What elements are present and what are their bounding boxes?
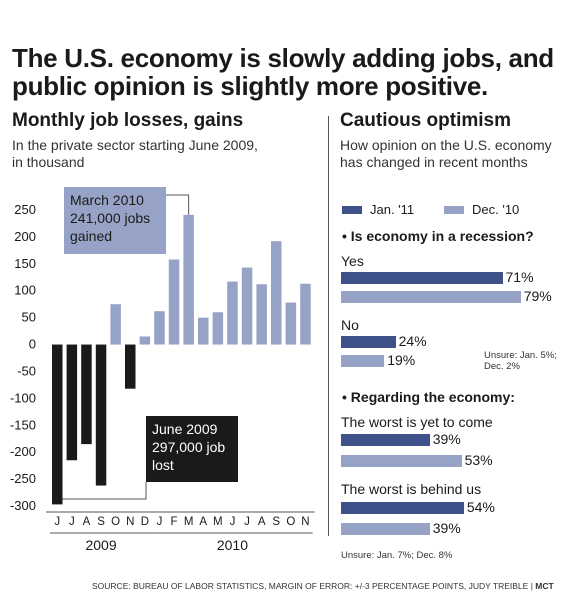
bar-dec10 xyxy=(341,523,430,535)
left-chart-title: Monthly job losses, gains xyxy=(12,110,244,131)
callout-line: gained xyxy=(70,228,113,244)
year-label: 2009 xyxy=(85,537,116,553)
x-tick-label: N xyxy=(126,516,134,528)
bar xyxy=(81,344,92,445)
bar-value: 54% xyxy=(466,499,495,515)
question-heading: • Regarding the economy: xyxy=(342,389,515,405)
bar-dec10 xyxy=(341,291,521,303)
legend-swatch-dec10 xyxy=(444,205,464,214)
x-tick-label: A xyxy=(258,516,266,528)
legend-label: Jan. '11 xyxy=(370,202,415,217)
bar-value: 39% xyxy=(432,520,461,536)
bar xyxy=(271,241,282,345)
bar xyxy=(95,344,107,486)
legend-item-jan11: Jan. '11 xyxy=(342,202,414,217)
bar-dec10 xyxy=(341,355,385,367)
y-tick-label: 100 xyxy=(14,283,36,298)
option-label: Yes xyxy=(341,253,364,269)
bar xyxy=(227,281,238,345)
x-tick-label: A xyxy=(83,516,91,528)
x-tick-label: F xyxy=(171,516,178,528)
y-tick-label: 200 xyxy=(14,229,36,244)
x-tick-label: J xyxy=(69,516,75,528)
unsure-note: Unsure: Jan. 7%; Dec. 8% xyxy=(341,550,453,561)
y-tick-label: -150 xyxy=(10,417,36,432)
option-label: No xyxy=(341,317,359,333)
bar xyxy=(125,344,136,389)
right-panel-subtitle: How opinion on the U.S. economy has chan… xyxy=(340,137,552,170)
bar-jan11 xyxy=(341,336,396,348)
x-tick-label: J xyxy=(54,516,60,528)
bar xyxy=(183,214,194,345)
option-label: The worst is yet to come xyxy=(341,414,493,430)
bar-value: 53% xyxy=(464,452,493,468)
y-tick-label: -200 xyxy=(10,444,36,459)
y-tick-label: -50 xyxy=(17,363,36,378)
bar xyxy=(168,259,180,345)
credit-text: MCT xyxy=(535,581,554,591)
y-tick-label: 50 xyxy=(22,310,36,325)
callout-line: June 2009 xyxy=(152,421,218,437)
y-tick-label: -100 xyxy=(10,390,36,405)
x-tick-label: N xyxy=(301,516,309,528)
unsure-note: Unsure: Jan. 5%; Dec. 2% xyxy=(484,350,557,372)
right-panel-title: Cautious optimism xyxy=(340,110,512,131)
x-tick-label: J xyxy=(157,516,163,528)
y-tick-label: -300 xyxy=(10,498,36,513)
bar-value: 79% xyxy=(523,288,552,304)
bar-value: 24% xyxy=(398,333,427,349)
bar xyxy=(66,344,78,461)
legend-label: Dec. '10 xyxy=(472,202,520,217)
y-tick-label: 0 xyxy=(29,337,36,352)
x-tick-label: M xyxy=(184,516,194,528)
x-tick-label: J xyxy=(244,516,250,528)
x-tick-label: J xyxy=(230,516,236,528)
bar xyxy=(212,312,224,345)
bar-value: 19% xyxy=(387,352,416,368)
year-label: 2010 xyxy=(217,537,248,553)
callout-line: lost xyxy=(152,457,174,473)
bar xyxy=(300,283,311,345)
bar-jan11 xyxy=(341,502,464,514)
x-tick-label: O xyxy=(111,516,120,528)
x-tick-label: D xyxy=(141,516,149,528)
callout-march-2010: March 2010 241,000 jobs gained xyxy=(64,187,166,254)
bar xyxy=(256,284,267,345)
bar-value: 39% xyxy=(432,431,461,447)
bar-dec10 xyxy=(341,455,462,467)
y-tick-label: 150 xyxy=(14,256,36,271)
x-tick-label: M xyxy=(213,516,223,528)
y-tick-label: 250 xyxy=(14,202,36,217)
y-tick-label: -250 xyxy=(10,471,36,486)
option-label: The worst is behind us xyxy=(341,481,482,497)
x-tick-label: O xyxy=(286,516,295,528)
bar xyxy=(285,302,297,345)
question-heading: • Is economy in a recession? xyxy=(342,228,534,244)
callout-line: 241,000 jobs xyxy=(70,210,151,226)
panel-divider xyxy=(328,116,329,536)
left-chart-subtitle: In the private sector starting June 2009… xyxy=(12,137,258,170)
source-footer: SOURCE: BUREAU OF LABOR STATISTICS, MARG… xyxy=(92,581,554,591)
x-tick-label: S xyxy=(272,516,280,528)
bar xyxy=(110,304,121,345)
bar-jan11 xyxy=(341,272,503,284)
legend-item-dec10: Dec. '10 xyxy=(444,202,519,217)
bar xyxy=(139,336,151,345)
callout-june-2009: June 2009 297,000 job lost xyxy=(146,416,238,482)
headline: The U.S. economy is slowly adding jobs, … xyxy=(12,43,554,101)
bar xyxy=(154,311,165,345)
callout-line: 297,000 job xyxy=(152,439,226,455)
callout-line: March 2010 xyxy=(70,192,144,208)
bar xyxy=(241,267,253,345)
bar-jan11 xyxy=(341,434,430,446)
x-tick-label: S xyxy=(97,516,105,528)
bar xyxy=(198,317,209,345)
legend-swatch-jan11 xyxy=(342,205,362,214)
x-tick-label: A xyxy=(199,516,207,528)
bar xyxy=(52,344,63,505)
bar-value: 71% xyxy=(505,269,534,285)
callout-leader-line xyxy=(166,194,190,215)
source-text: SOURCE: BUREAU OF LABOR STATISTICS, MARG… xyxy=(92,581,533,591)
